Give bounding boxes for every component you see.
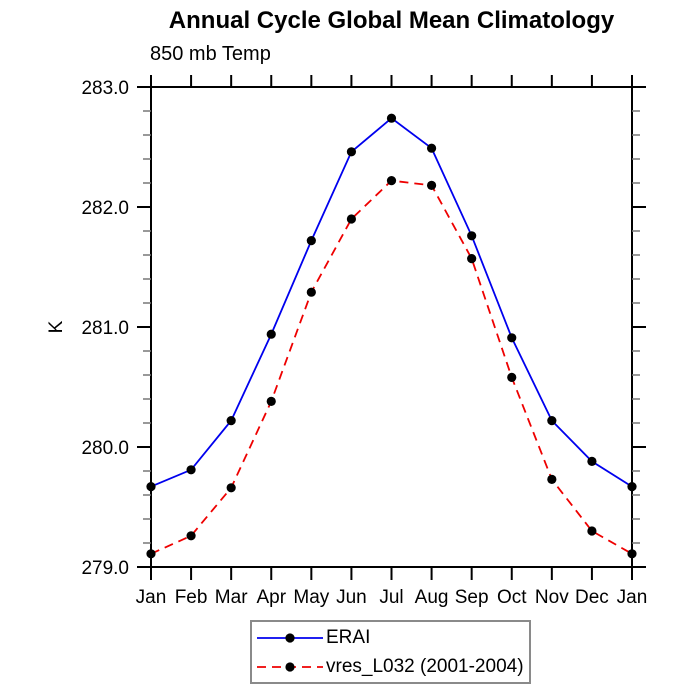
x-tick-label: Apr — [256, 587, 286, 608]
x-tick-label: Oct — [497, 587, 527, 608]
data-point-marker-0 — [266, 329, 276, 339]
y-tick-label: 283.0 — [81, 78, 129, 99]
legend-marker-icon — [285, 632, 295, 643]
x-tick-label: Aug — [415, 587, 449, 608]
data-point-marker-0 — [426, 143, 437, 153]
legend-label-erai: ERAI — [326, 626, 371, 648]
data-point-marker-0 — [547, 416, 557, 426]
x-tick-label: Feb — [175, 587, 208, 608]
data-point-marker-1 — [467, 254, 477, 264]
data-point-marker-1 — [587, 526, 597, 536]
legend-marker-icon — [285, 661, 295, 672]
data-point-marker-1 — [146, 549, 156, 559]
data-point-marker-1 — [226, 483, 236, 493]
data-point-marker-0 — [146, 482, 156, 492]
data-point-marker-1 — [386, 176, 397, 186]
data-point-marker-1 — [426, 180, 437, 190]
x-tick-label: Jun — [336, 587, 367, 608]
x-tick-label: Dec — [575, 587, 609, 608]
y-tick-label: 281.0 — [81, 318, 129, 339]
chart-title: Annual Cycle Global Mean Climatology — [168, 7, 615, 34]
legend-label-vres: vres_L032 (2001-2004) — [326, 655, 524, 677]
data-point-marker-0 — [346, 147, 357, 157]
x-tick-label: May — [293, 587, 329, 608]
legend-sample-0 — [257, 632, 323, 643]
legend-sample-1 — [257, 661, 323, 672]
y-tick-label: 279.0 — [81, 558, 129, 579]
data-point-marker-0 — [507, 333, 517, 343]
y-tick-label: 280.0 — [81, 438, 129, 459]
y-tick-label: 282.0 — [81, 198, 129, 219]
data-point-marker-1 — [507, 372, 517, 382]
data-point-marker-1 — [186, 531, 196, 541]
data-point-marker-0 — [226, 416, 236, 426]
data-point-marker-1 — [547, 474, 557, 484]
data-point-marker-0 — [386, 113, 397, 123]
x-tick-label: Jan — [136, 587, 167, 608]
x-tick-label: Jan — [617, 587, 648, 608]
data-point-marker-0 — [627, 482, 637, 492]
data-point-marker-0 — [186, 465, 196, 475]
data-point-marker-0 — [467, 231, 477, 241]
data-point-marker-0 — [306, 236, 316, 246]
legend-box: ERAI vres_L032 (2001-2004) — [250, 620, 531, 684]
data-point-marker-1 — [627, 549, 637, 559]
data-point-marker-1 — [266, 396, 276, 406]
x-tick-label: Sep — [455, 587, 489, 608]
legend-row-vres: vres_L032 (2001-2004) — [252, 652, 529, 681]
data-point-marker-1 — [306, 287, 316, 297]
series-line-1 — [150, 179, 633, 555]
x-tick-label: Jul — [379, 587, 403, 608]
x-tick-label: Nov — [535, 587, 569, 608]
chart-subtitle: 850 mb Temp — [150, 43, 271, 65]
legend-row-erai: ERAI — [252, 623, 529, 652]
x-tick-label: Mar — [215, 587, 248, 608]
data-point-marker-0 — [587, 456, 597, 466]
data-point-marker-1 — [346, 214, 357, 224]
series-line-0 — [150, 117, 633, 488]
